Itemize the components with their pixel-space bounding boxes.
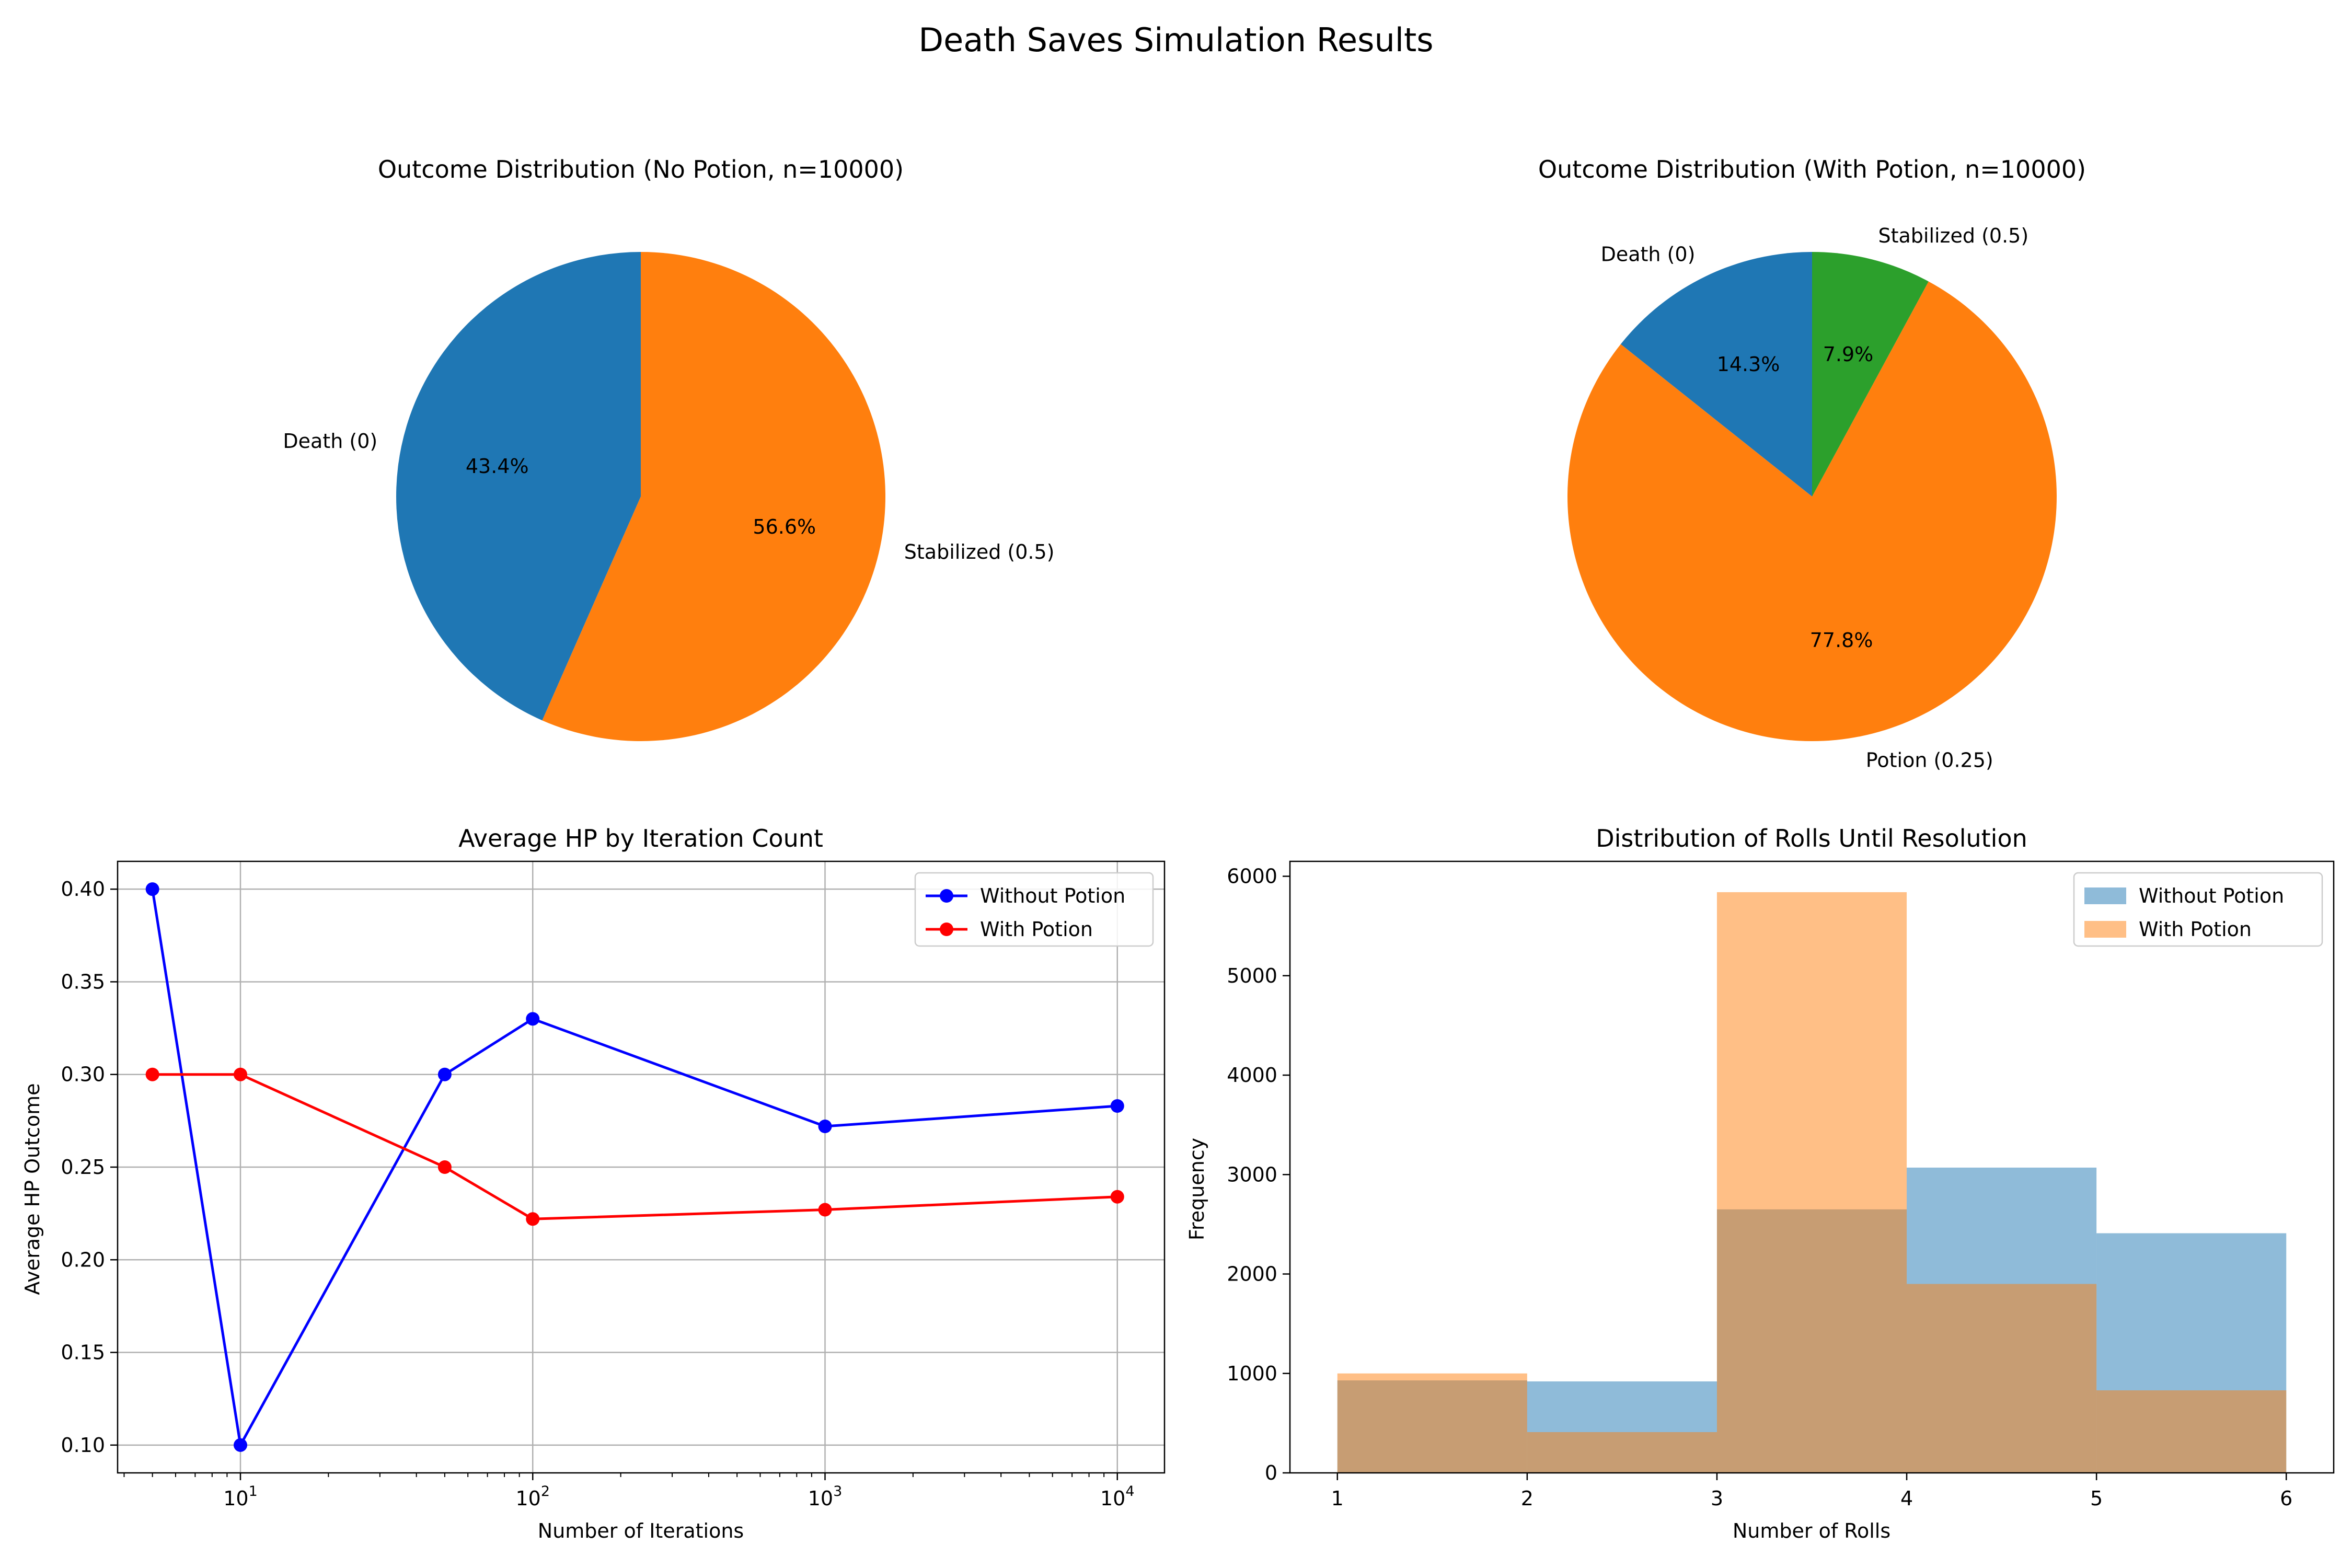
pie-label-death: Death (0)	[1601, 243, 1696, 266]
x-tick-label-exponent: 4	[1125, 1483, 1134, 1500]
line-chart-title: Average HP by Iteration Count	[458, 824, 823, 852]
x-tick-label-base: 10	[515, 1487, 540, 1510]
histogram-rolls: Distribution of Rolls Until Resolution 1…	[1185, 824, 2334, 1542]
y-tick-label: 0.40	[61, 878, 105, 901]
histogram-bar-with-potion	[1527, 1432, 1717, 1473]
data-point-without-potion	[234, 1438, 247, 1452]
data-point-with-potion	[818, 1203, 832, 1217]
y-tick-label: 5000	[1227, 964, 1277, 987]
y-tick-label: 0.20	[61, 1248, 105, 1271]
x-tick-label-exponent: 2	[541, 1483, 550, 1500]
y-tick-label: 0	[1265, 1461, 1277, 1484]
line-chart-x-axis-label: Number of Iterations	[538, 1519, 744, 1542]
y-tick-label: 2000	[1227, 1263, 1277, 1286]
pie-label-stabilized: Stabilized (0.5)	[1878, 224, 2028, 247]
y-tick-label: 4000	[1227, 1064, 1277, 1087]
x-tick-label: 2	[1521, 1487, 1534, 1510]
x-tick-label: 102	[515, 1483, 550, 1510]
series-line-with-potion	[153, 1075, 1117, 1219]
histogram-bar-with-potion	[2096, 1390, 2286, 1473]
x-tick-label-exponent: 1	[249, 1483, 258, 1500]
data-point-without-potion	[438, 1068, 452, 1081]
data-point-without-potion	[146, 882, 159, 896]
data-point-with-potion	[146, 1068, 159, 1081]
data-point-with-potion	[438, 1160, 452, 1174]
pie-percent-label-stabilized: 7.9%	[1823, 343, 1874, 366]
pie-chart-with-potion: Outcome Distribution (With Potion, n=100…	[1538, 155, 2086, 771]
histogram-bar-with-potion	[1717, 892, 1907, 1473]
legend-label-without-potion: Without Potion	[980, 884, 1125, 907]
data-point-without-potion	[818, 1120, 832, 1133]
y-tick-label: 1000	[1227, 1362, 1277, 1385]
line-chart-y-axis-label: Average HP Outcome	[21, 1083, 44, 1295]
x-tick-label-base: 10	[808, 1487, 833, 1510]
data-point-with-potion	[234, 1068, 247, 1081]
histogram-y-axis-label: Frequency	[1185, 1138, 1208, 1240]
legend-label-with-potion: With Potion	[2139, 918, 2252, 941]
pie-chart-no-potion: Outcome Distribution (No Potion, n=10000…	[283, 155, 1054, 741]
pie-percent-label-death: 14.3%	[1717, 353, 1780, 376]
legend-swatch-without-potion	[2084, 887, 2126, 904]
x-tick-label: 3	[1711, 1487, 1723, 1510]
pie-title-with-potion: Outcome Distribution (With Potion, n=100…	[1538, 155, 2086, 183]
legend-label-with-potion: With Potion	[980, 918, 1093, 941]
x-tick-label: 6	[2280, 1487, 2292, 1510]
data-point-with-potion	[1111, 1190, 1124, 1204]
pie-label-potion: Potion (0.25)	[1866, 748, 1993, 771]
pie-percent-label-death: 43.4%	[466, 455, 529, 478]
histogram-title: Distribution of Rolls Until Resolution	[1596, 824, 2027, 852]
x-tick-label: 4	[1900, 1487, 1913, 1510]
line-chart-average-hp: Average HP by Iteration Count 101 102 103 1…	[21, 824, 1165, 1542]
histogram-bar-with-potion	[1338, 1374, 1527, 1473]
x-tick-label-base: 10	[1100, 1487, 1125, 1510]
x-tick-label: 104	[1100, 1483, 1135, 1510]
histogram-x-axis-label: Number of Rolls	[1733, 1519, 1890, 1542]
pie-label-death: Death (0)	[283, 430, 377, 453]
pie-percent-label-stabilized: 56.6%	[753, 515, 816, 538]
legend-swatch-with-potion	[2084, 921, 2126, 938]
y-tick-label: 0.15	[61, 1341, 105, 1364]
x-tick-label: 5	[2090, 1487, 2103, 1510]
pie-percent-label-potion: 77.8%	[1810, 629, 1873, 652]
x-tick-label-exponent: 3	[833, 1483, 842, 1500]
data-point-without-potion	[1111, 1099, 1124, 1113]
pie-title-no-potion: Outcome Distribution (No Potion, n=10000…	[378, 155, 904, 183]
y-tick-label: 0.10	[61, 1434, 105, 1457]
x-tick-label-base: 10	[223, 1487, 248, 1510]
y-tick-label: 0.30	[61, 1063, 105, 1086]
x-tick-label: 1	[1331, 1487, 1344, 1510]
data-point-with-potion	[526, 1212, 539, 1226]
y-tick-label: 0.25	[61, 1156, 105, 1179]
data-point-without-potion	[526, 1012, 539, 1025]
x-tick-label: 103	[808, 1483, 843, 1510]
pie-label-stabilized: Stabilized (0.5)	[904, 540, 1055, 563]
histogram-bar-with-potion	[1907, 1284, 2096, 1473]
legend-marker-without-potion	[940, 889, 953, 903]
legend-marker-with-potion	[940, 923, 953, 936]
legend-label-without-potion: Without Potion	[2139, 884, 2284, 907]
y-tick-label: 0.35	[61, 970, 105, 993]
y-tick-label: 6000	[1227, 865, 1277, 888]
x-tick-label: 101	[223, 1483, 258, 1510]
y-tick-label: 3000	[1227, 1163, 1277, 1186]
